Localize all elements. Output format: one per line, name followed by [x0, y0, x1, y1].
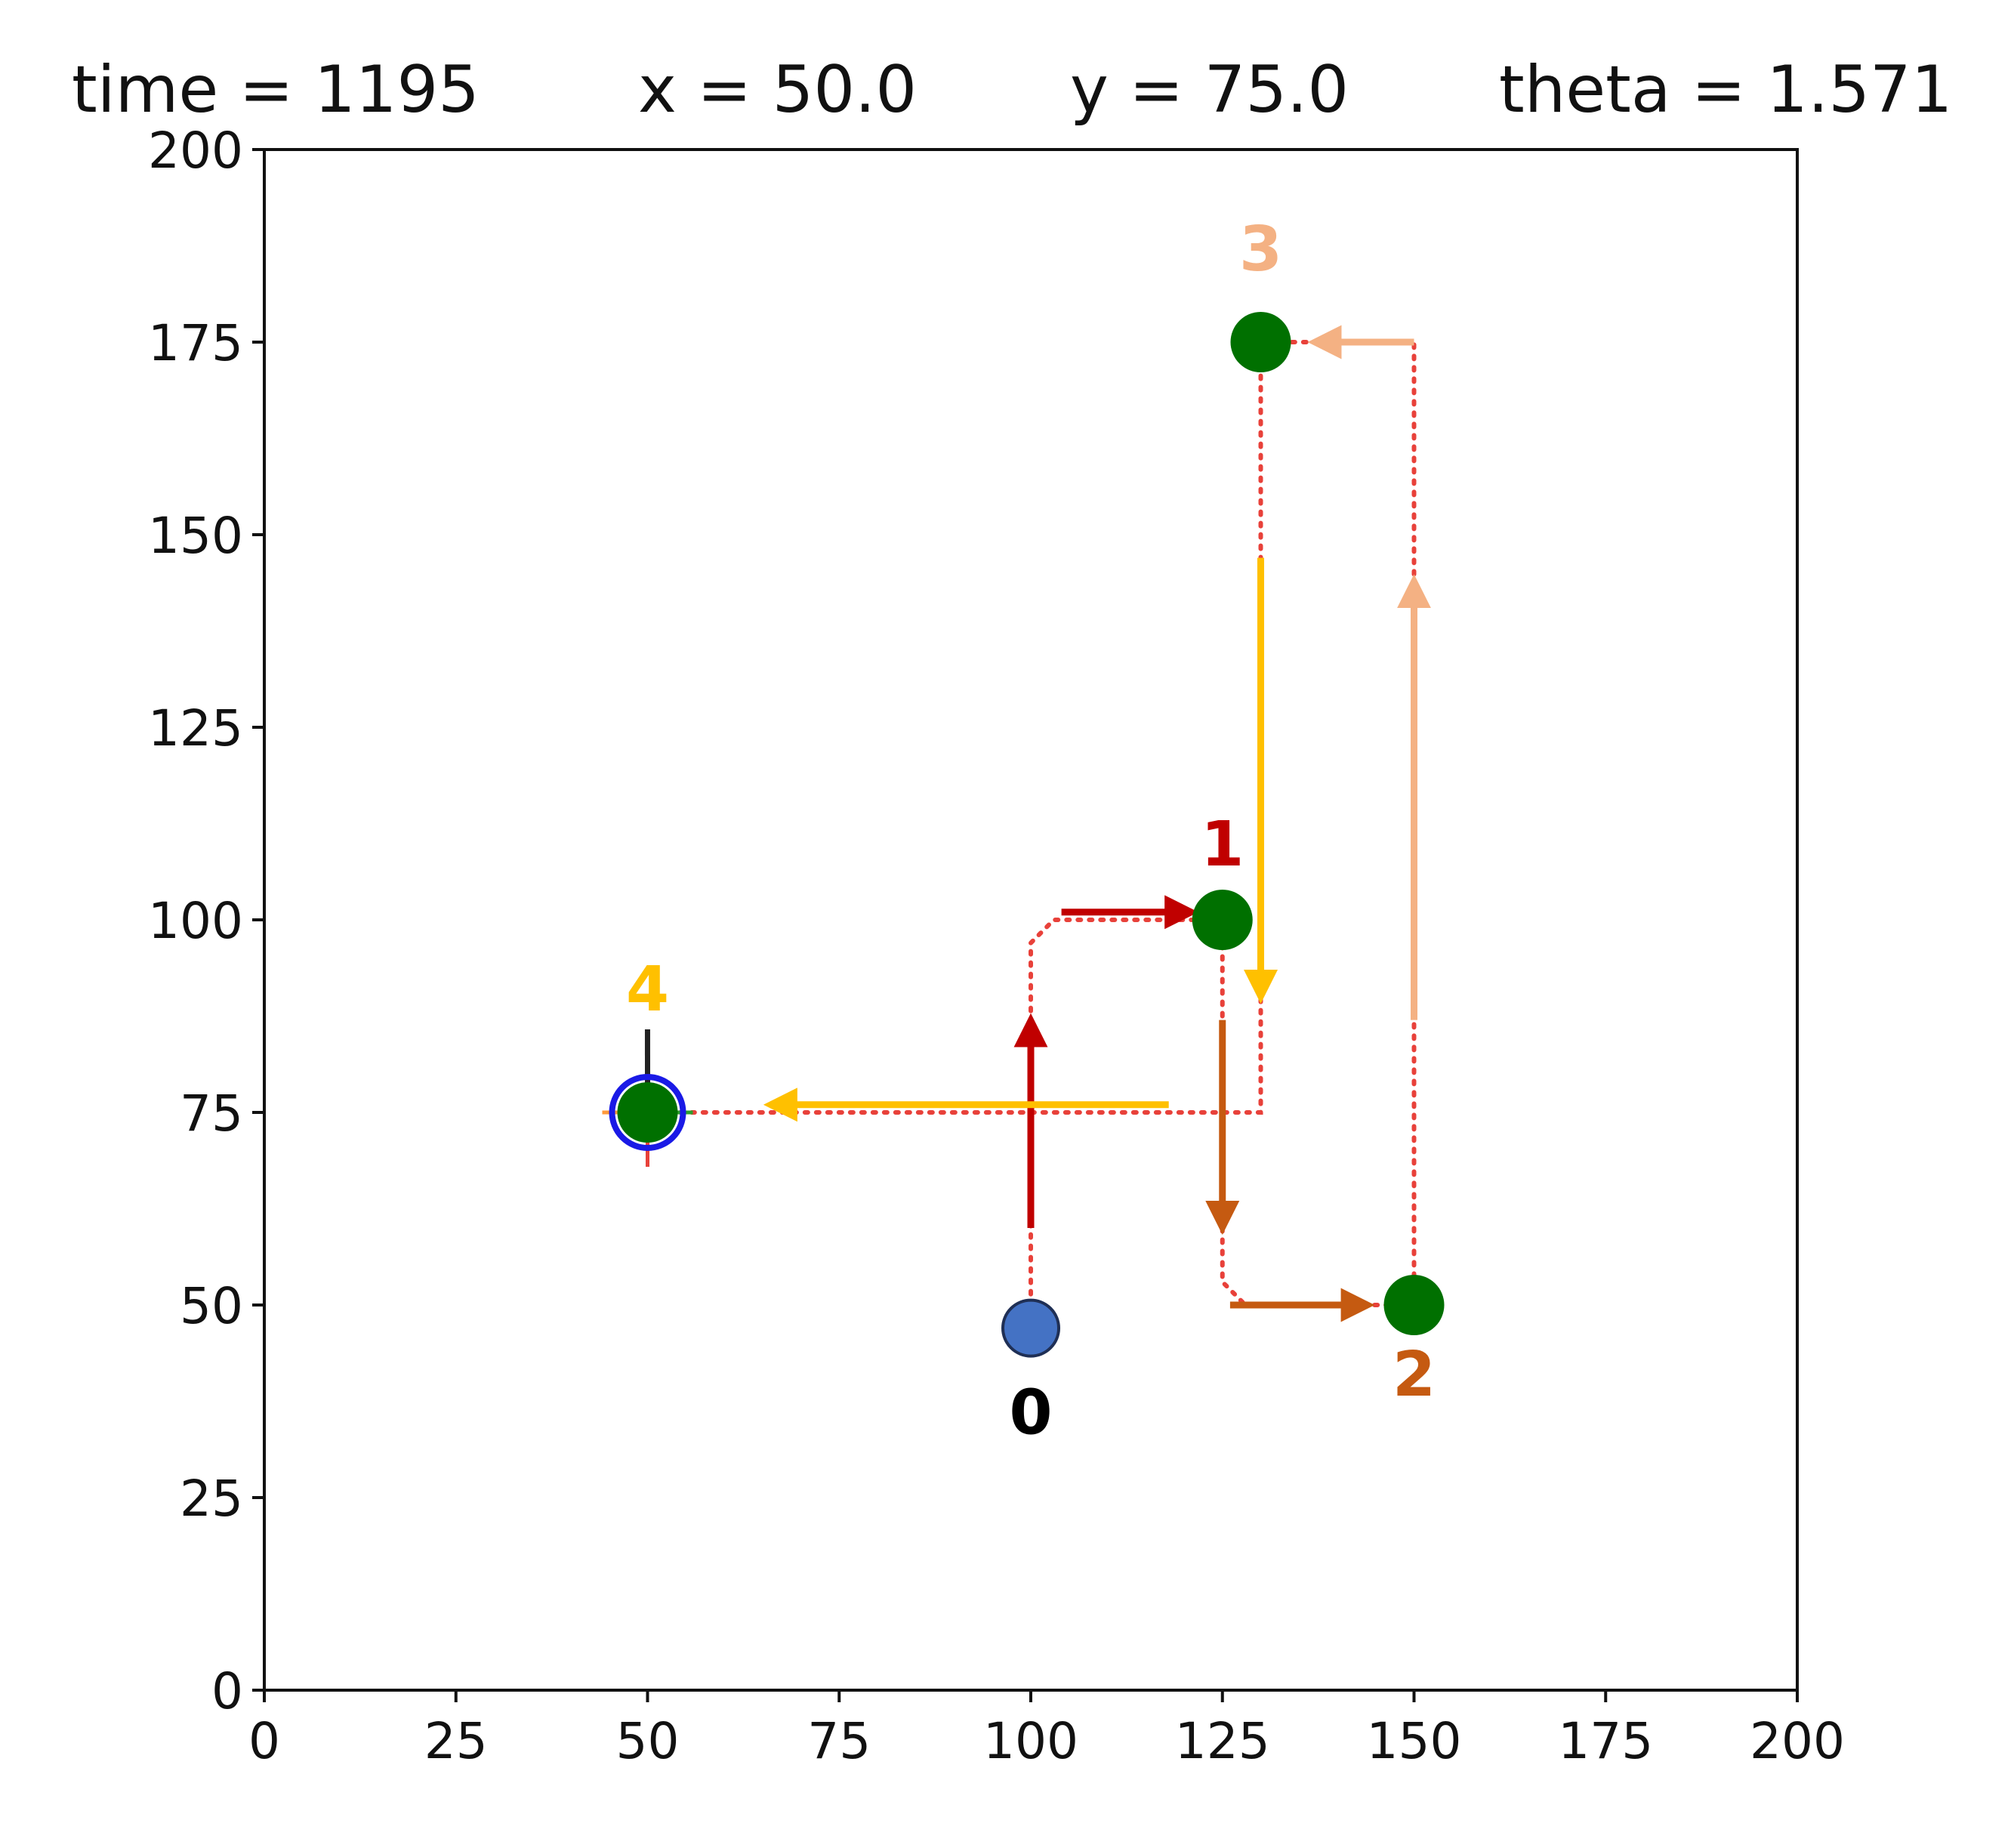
y-tick-label: 175 — [148, 314, 243, 372]
waypoint-marker — [1230, 312, 1291, 372]
waypoint-marker — [1192, 890, 1253, 950]
y-readout: y = 75.0 — [1070, 52, 1349, 128]
trajectory-layer: 1 2 3 4 0 — [602, 214, 1445, 1449]
start-marker — [1001, 1298, 1060, 1358]
y-tick-label: 150 — [148, 507, 243, 565]
y-tick-label: 25 — [180, 1470, 243, 1528]
plot-area — [263, 148, 1799, 1692]
y-tick-label: 200 — [148, 122, 243, 180]
planned-path — [645, 340, 1417, 1331]
waypoint-label: 1 — [1201, 809, 1244, 881]
y-tick-label: 50 — [180, 1277, 243, 1335]
y-tick-label: 0 — [211, 1662, 243, 1720]
start-label: 0 — [1009, 1378, 1052, 1449]
x-tick-label: 0 — [248, 1712, 280, 1770]
x-readout: x = 50.0 — [638, 52, 917, 128]
x-tick-label: 75 — [807, 1712, 871, 1770]
x-tick-label: 25 — [424, 1712, 488, 1770]
waypoint-label: 2 — [1393, 1339, 1436, 1411]
x-tick-label: 150 — [1367, 1712, 1462, 1770]
time-readout: time = 1195 — [72, 52, 480, 128]
waypoint-label: 3 — [1239, 214, 1282, 285]
x-tick-label: 175 — [1558, 1712, 1653, 1770]
y-axis: 0 25 50 75 100 125 150 175 200 — [148, 122, 264, 1720]
waypoint-marker — [617, 1082, 678, 1143]
waypoint-marker — [1383, 1275, 1445, 1335]
x-tick-label: 200 — [1750, 1712, 1845, 1770]
x-tick-label: 125 — [1175, 1712, 1270, 1770]
y-tick-label: 75 — [180, 1084, 243, 1143]
robot-ring — [609, 1074, 686, 1151]
waypoint-label: 4 — [626, 954, 669, 1026]
y-tick-label: 100 — [148, 892, 243, 950]
y-tick-label: 125 — [148, 699, 243, 757]
x-tick-label: 100 — [983, 1712, 1078, 1770]
x-axis: 0 25 50 75 100 125 150 175 200 — [248, 1690, 1845, 1770]
x-tick-label: 50 — [616, 1712, 680, 1770]
theta-readout: theta = 1.571 — [1499, 52, 1953, 128]
